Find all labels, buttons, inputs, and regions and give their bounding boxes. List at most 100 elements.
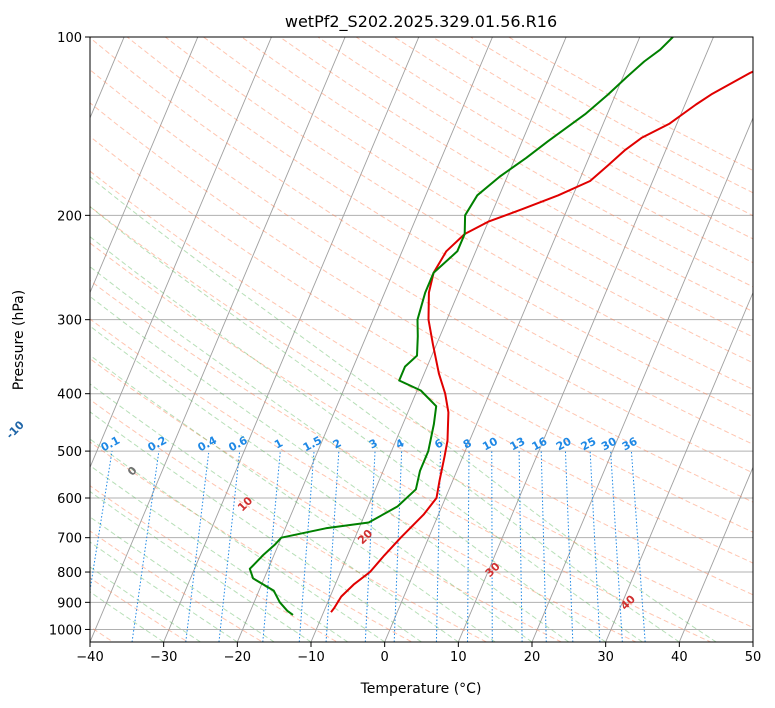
x-tick-label: 0	[381, 650, 389, 665]
moist-adiabat-line	[90, 411, 422, 642]
moist-adiabat-line	[90, 383, 459, 642]
moist-adiabat-line	[90, 438, 385, 642]
y-axis-label: Pressure (hPa)	[11, 290, 27, 390]
mixing-ratio-line	[90, 451, 113, 594]
x-tick-label: 10	[450, 650, 467, 665]
mixing-ratio-line	[435, 451, 441, 642]
moist-adiabat-line	[90, 541, 238, 642]
isotherm-line	[384, 37, 641, 642]
dry-adiabat-label: 40	[618, 592, 638, 612]
x-tick-label: 50	[745, 650, 762, 665]
isotherm-line	[752, 640, 753, 642]
x-axis-label: Temperature (°C)	[360, 681, 482, 697]
profile-series	[248, 37, 753, 616]
moist-adiabat-line	[90, 295, 570, 642]
mixing-ratio-label: 4	[394, 436, 407, 451]
dry-adiabat-line	[203, 37, 753, 364]
y-tick-label: 600	[57, 492, 82, 507]
isotherm-line	[0, 24, 56, 649]
mixing-ratio-label: 1	[272, 436, 285, 451]
dry-adiabat-line	[470, 37, 753, 194]
dewpoint-profile-line	[248, 37, 674, 616]
y-tick-label: 300	[57, 314, 82, 329]
x-axis-ticks: −40 −30 −20 −10 0 10 20 30 40 50	[76, 642, 761, 665]
mixing-ratio-label: 16	[530, 435, 550, 454]
y-tick-label: 1000	[49, 623, 82, 638]
y-axis-ticks: 100 200 300 400 500 600 700 800 900 1000	[49, 31, 90, 638]
isotherm-line	[90, 37, 199, 294]
x-tick-label: −20	[224, 650, 251, 665]
mixing-ratio-line	[630, 451, 646, 642]
x-tick-label: −40	[76, 650, 103, 665]
y-tick-label: 700	[57, 532, 82, 547]
temperature-profile-line	[330, 70, 753, 613]
background-lines	[0, 24, 753, 649]
mixing-ratio-label: 20	[554, 435, 574, 454]
mixing-ratio-label: 3	[367, 436, 380, 451]
dry-adiabat-line	[90, 441, 413, 642]
moist-adiabat-line	[90, 236, 643, 642]
mixing-ratio-line	[564, 451, 574, 642]
y-tick-label: 200	[57, 209, 82, 224]
x-tick-label: −30	[150, 650, 177, 665]
dry-adiabat-line	[90, 358, 563, 642]
isotherm-line	[531, 116, 753, 642]
x-tick-label: 40	[671, 650, 688, 665]
dry-adiabat-line	[90, 205, 753, 596]
isotherm-line	[678, 466, 753, 642]
mixing-ratio-line	[185, 451, 210, 642]
dry-adiabat-line	[90, 69, 753, 474]
y-tick-label: 100	[57, 31, 82, 46]
mixing-ratio-label: 10	[480, 435, 500, 454]
dry-adiabat-line	[90, 318, 638, 642]
dry-adiabat-line	[90, 399, 488, 642]
moist-adiabat-line	[90, 490, 312, 642]
mixing-ratio-line	[364, 451, 376, 642]
plot-frame	[89, 36, 754, 643]
y-tick-label: 500	[57, 445, 82, 460]
dry-adiabat-line	[90, 485, 339, 642]
mixing-ratio-line	[467, 451, 470, 642]
x-tick-label: 20	[524, 650, 541, 665]
y-tick-label: 900	[57, 596, 82, 611]
x-tick-label: 30	[597, 650, 614, 665]
isotherm-line	[457, 37, 714, 642]
moist-adiabat-line	[90, 266, 606, 642]
moist-adiabat-line	[90, 176, 717, 642]
mixing-ratio-line	[518, 451, 523, 642]
dry-adiabat-line	[241, 37, 753, 338]
isotherm-line	[90, 37, 346, 642]
dry-adiabat-line	[508, 37, 753, 171]
mixing-ratio-line	[393, 451, 403, 642]
mixing-ratio-line	[491, 451, 493, 642]
dry-adiabat-line	[90, 135, 753, 533]
dry-adiabat-line	[164, 37, 753, 390]
isotherm-line	[236, 37, 493, 642]
moist-adiabat-line	[90, 591, 164, 642]
moist-adiabat-line	[90, 516, 275, 642]
isotherm-line	[605, 291, 753, 642]
moist-adiabat-line	[90, 354, 496, 642]
dry-adiabat-line	[90, 170, 753, 564]
mixing-ratio-line	[589, 451, 601, 642]
dry-adiabat-line	[90, 530, 264, 642]
mixing-ratio-line	[610, 451, 623, 642]
chart-title: wetPf2_S202.2025.329.01.56.R16	[285, 12, 557, 32]
dry-adiabat-line	[90, 37, 753, 445]
mixing-ratio-line	[540, 451, 547, 642]
isotherm-line	[310, 37, 567, 642]
mixing-ratio-line	[325, 451, 340, 642]
mixing-ratio-line	[131, 451, 160, 642]
mixing-ratio-label: 36	[620, 435, 640, 454]
mixing-ratio-label: 25	[579, 435, 599, 454]
moist-adiabat-line	[90, 325, 533, 642]
mixing-ratio-line	[218, 451, 241, 642]
moist-adiabat-line	[90, 464, 349, 642]
dry-adiabat-line	[90, 577, 189, 642]
x-tick-label: −10	[297, 650, 324, 665]
dry-adiabat-label: 0	[125, 464, 140, 479]
dry-adiabat-label: 10	[235, 494, 255, 514]
moist-adiabat-line	[90, 206, 680, 642]
